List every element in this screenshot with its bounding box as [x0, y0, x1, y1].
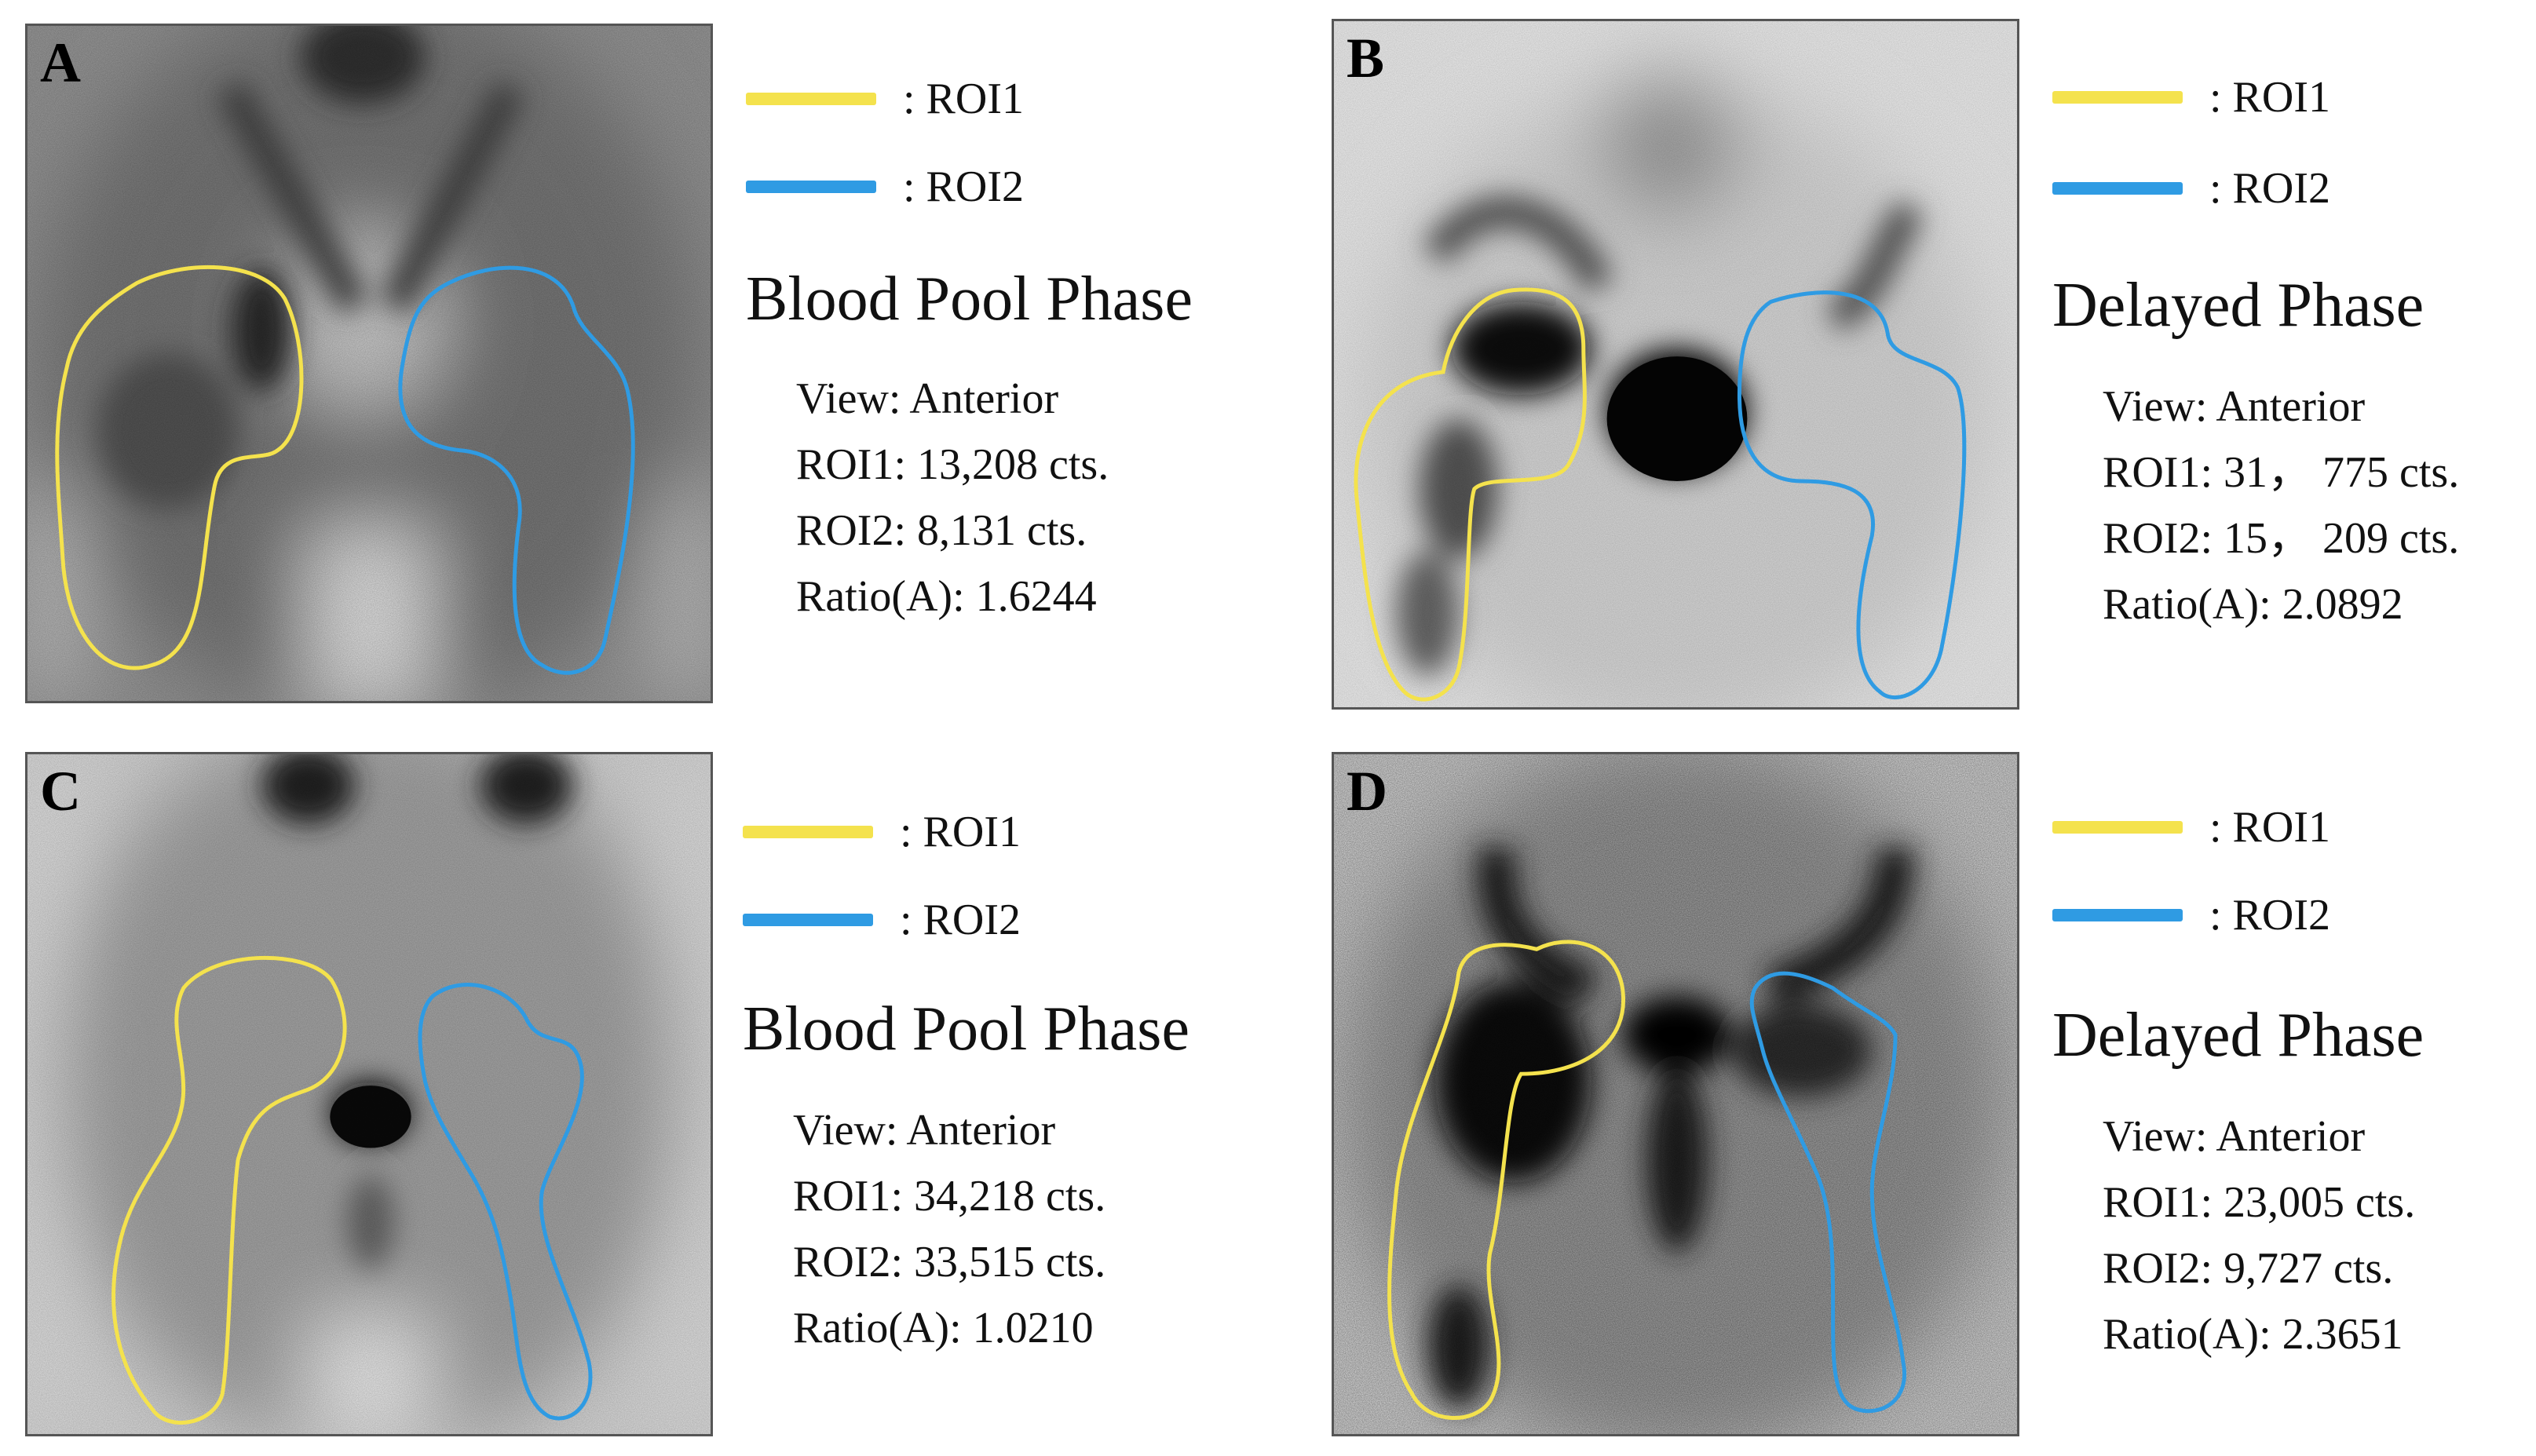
roi1-count: ROI1: 13,208 cts. [796, 440, 1109, 489]
scan-image-d: D [1332, 752, 2019, 1436]
legend-label: : ROI2 [2209, 891, 2330, 940]
stats-block: View: Anterior ROI1: 13,208 cts. ROI2: 8… [796, 366, 1109, 629]
roi1-outline [1387, 940, 1626, 1420]
roi2-outline [1749, 971, 1906, 1414]
roi2-count: ROI2: 8,131 cts. [796, 506, 1087, 555]
legend-item-roi2: : ROI2 [746, 162, 1024, 211]
panel-letter: B [1347, 27, 1385, 89]
roi1-count: ROI1: 31， 775 cts. [2103, 448, 2460, 497]
phase-title: Delayed Phase [2052, 1001, 2425, 1070]
roi2-outline [398, 265, 635, 675]
roi2-swatch [746, 181, 876, 193]
stats-block: View: Anterior ROI1: 34,218 cts. ROI2: 3… [793, 1097, 1105, 1361]
roi2-count: ROI2: 33,515 cts. [793, 1238, 1106, 1286]
roi2-outline [1737, 290, 1967, 700]
phase-title: Delayed Phase [2052, 271, 2425, 340]
roi1-swatch [743, 826, 873, 838]
ratio-value: Ratio(A): 2.0892 [2103, 580, 2403, 629]
scan-image-a: A [25, 24, 713, 703]
legend-item-roi1: : ROI1 [2052, 73, 2330, 122]
legend-item-roi1: : ROI1 [746, 75, 1024, 123]
legend-label: : ROI1 [900, 808, 1021, 856]
roi1-outline [111, 955, 347, 1425]
roi2-count: ROI2: 15， 209 cts. [2103, 514, 2460, 563]
ratio-value: Ratio(A): 2.3651 [2103, 1310, 2403, 1359]
roi2-swatch [743, 914, 873, 926]
phase-title: Blood Pool Phase [746, 265, 1193, 334]
roi1-outline [1354, 287, 1587, 702]
roi1-outline [55, 265, 304, 670]
roi1-count: ROI1: 34,218 cts. [793, 1172, 1106, 1221]
ratio-value: Ratio(A): 1.0210 [793, 1304, 1094, 1352]
roi1-swatch [746, 93, 876, 105]
roi1-swatch [2052, 91, 2183, 104]
roi2-count: ROI2: 9,727 cts. [2103, 1244, 2394, 1293]
legend-item-roi2: : ROI2 [2052, 891, 2330, 940]
roi2-swatch [2052, 909, 2183, 921]
ratio-value: Ratio(A): 1.6244 [796, 572, 1097, 621]
legend-label: : ROI1 [2209, 803, 2330, 852]
view-text: View: Anterior [796, 374, 1059, 423]
legend-item-roi1: : ROI1 [2052, 803, 2330, 852]
roi1-count: ROI1: 23,005 cts. [2103, 1178, 2416, 1227]
view-text: View: Anterior [2103, 1112, 2366, 1161]
roi2-swatch [2052, 182, 2183, 195]
legend-item-roi2: : ROI2 [743, 896, 1021, 944]
legend-label: : ROI2 [2209, 164, 2330, 213]
legend-item-roi1: : ROI1 [743, 808, 1021, 856]
scan-image-c: C [25, 752, 713, 1436]
phase-title: Blood Pool Phase [743, 994, 1189, 1064]
legend-label: : ROI2 [903, 162, 1024, 211]
panel-letter: D [1347, 760, 1387, 823]
stats-block: View: Anterior ROI1: 23,005 cts. ROI2: 9… [2103, 1104, 2415, 1367]
panel-letter: C [40, 760, 81, 823]
roi1-swatch [2052, 821, 2183, 834]
scan-image-b: B [1332, 19, 2019, 710]
legend-label: : ROI2 [900, 896, 1021, 944]
view-text: View: Anterior [2103, 382, 2366, 431]
panel-letter: A [40, 31, 81, 94]
legend-label: : ROI1 [2209, 73, 2330, 122]
legend-label: : ROI1 [903, 75, 1024, 123]
stats-block: View: Anterior ROI1: 31， 775 cts. ROI2: … [2103, 374, 2459, 637]
legend-item-roi2: : ROI2 [2052, 164, 2330, 213]
roi2-outline [418, 983, 593, 1421]
view-text: View: Anterior [793, 1106, 1056, 1155]
